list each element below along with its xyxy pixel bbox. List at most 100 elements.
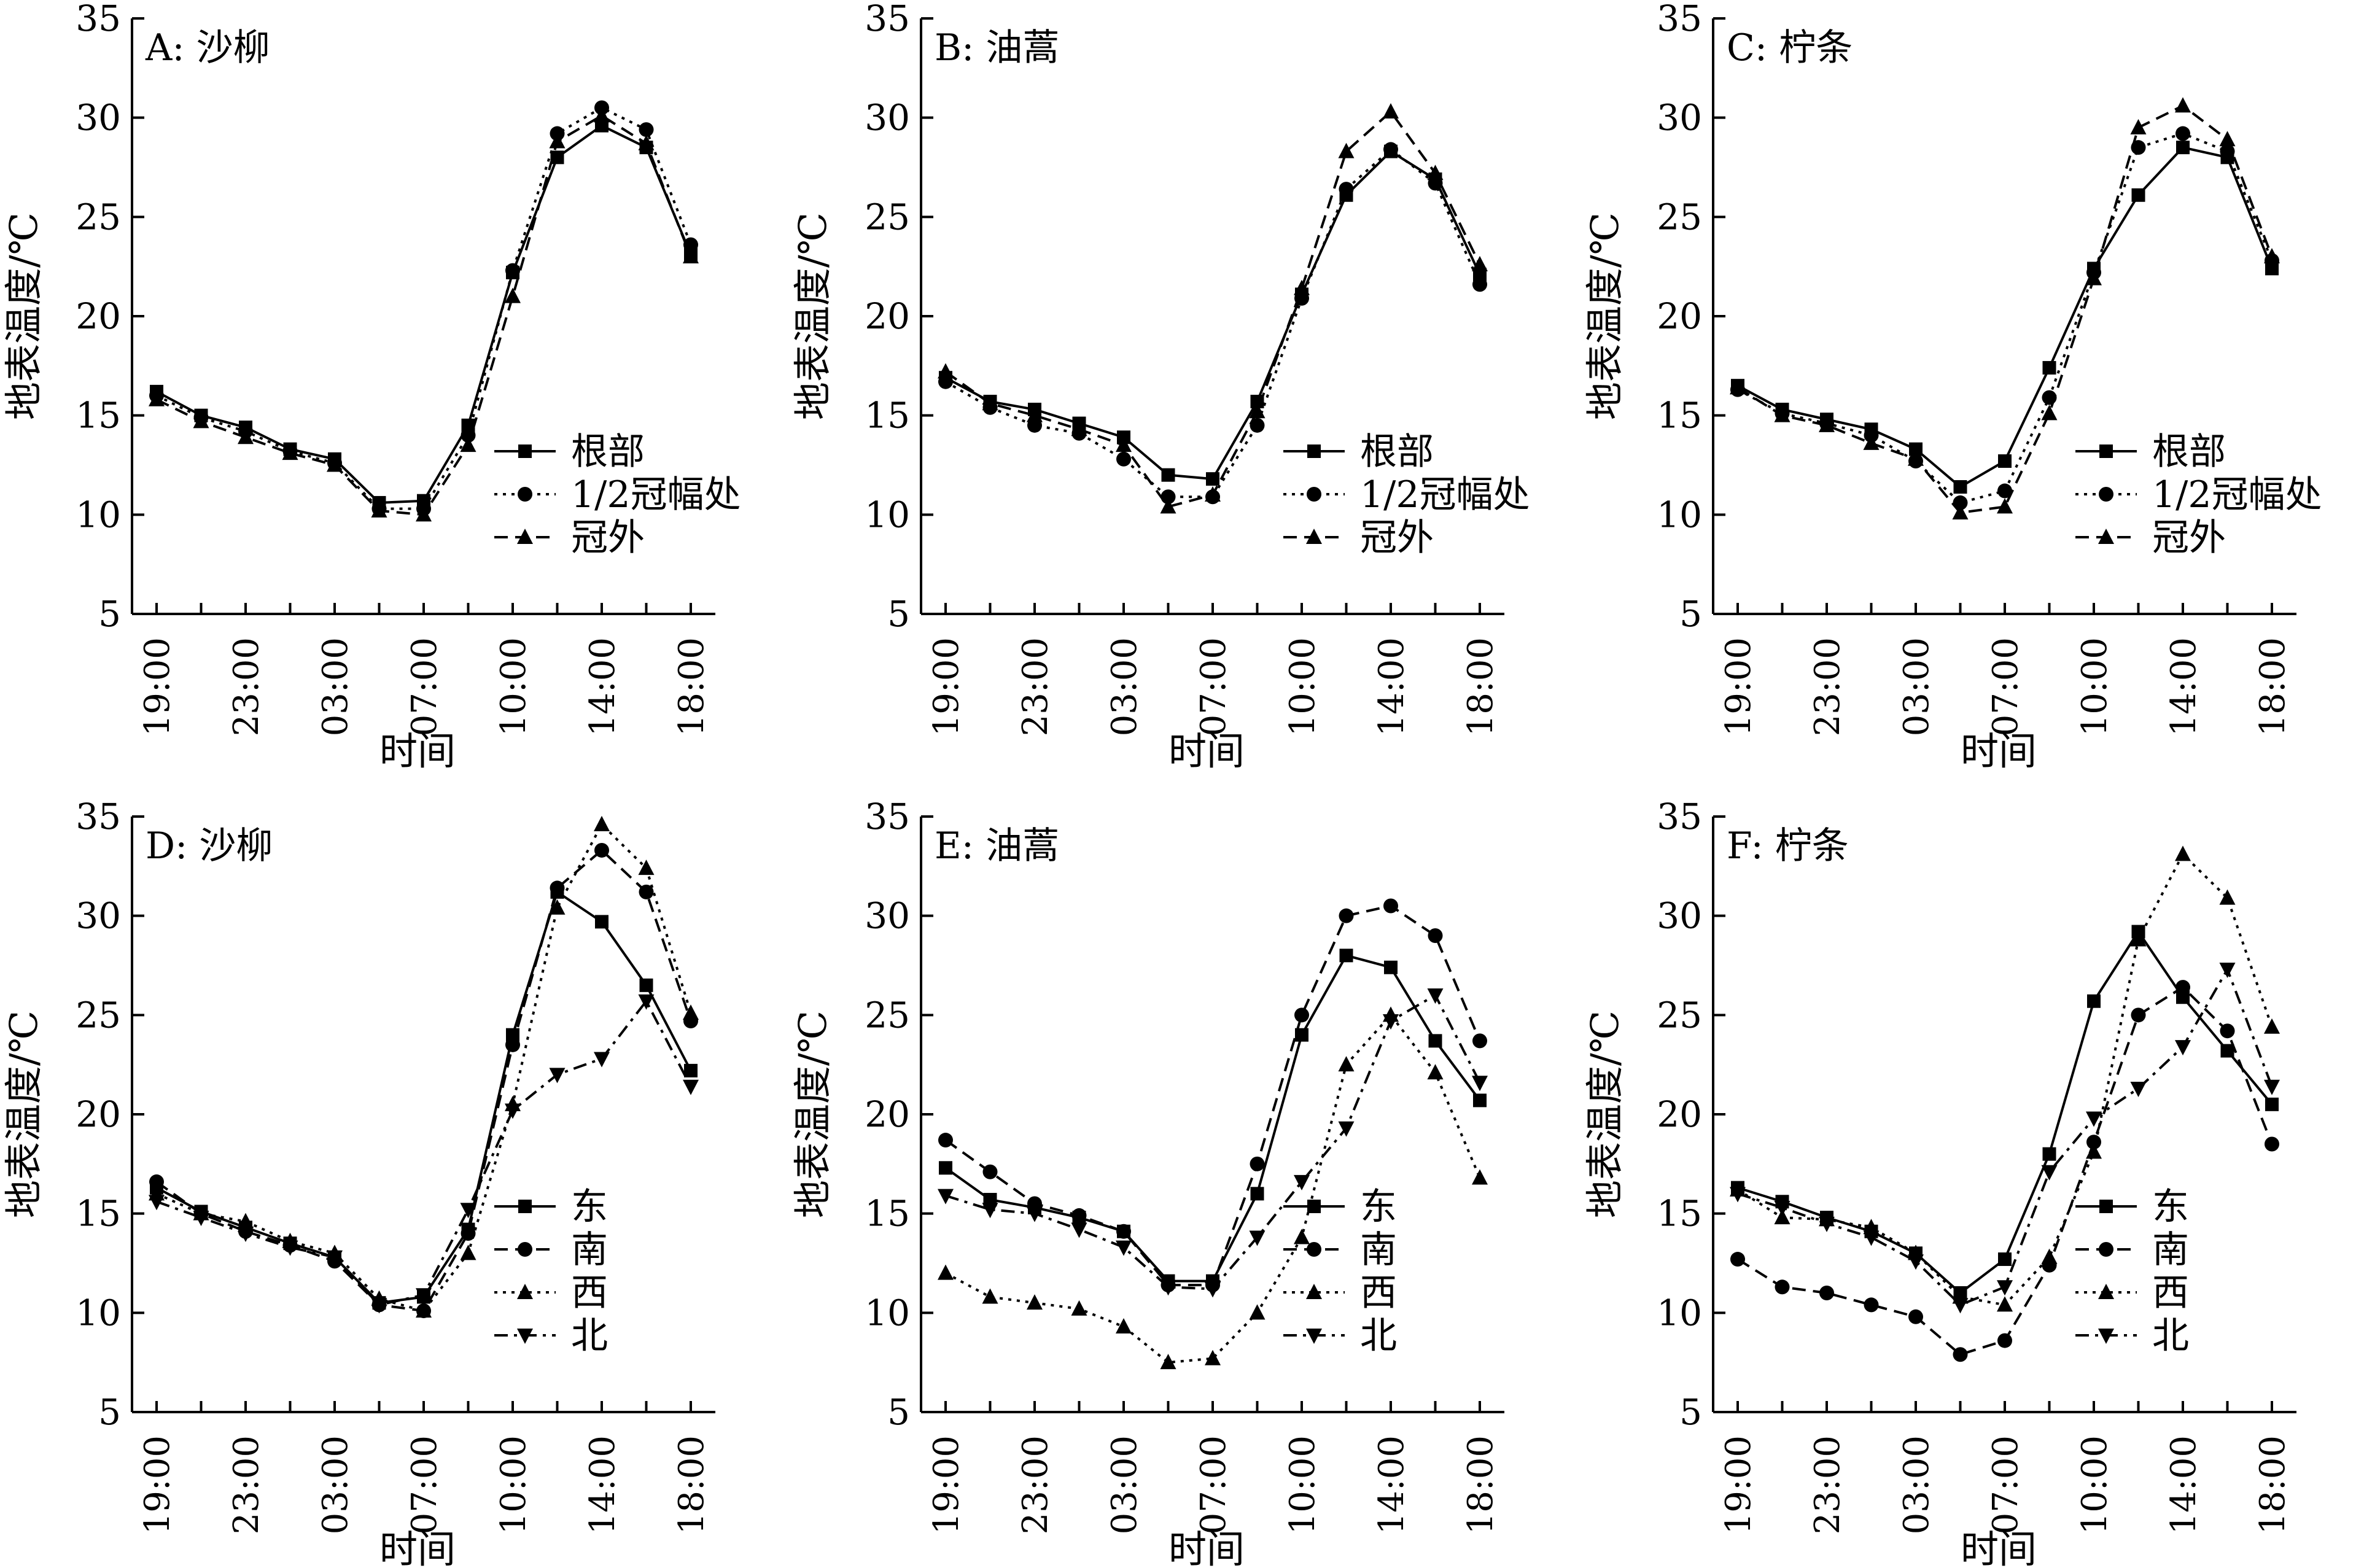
- legend-marker: [2098, 1329, 2114, 1344]
- data-point: [1338, 1056, 1355, 1072]
- data-point: [938, 1189, 954, 1205]
- chart-panel-1: 5 10 15 20 25 30 35 19:00 23:00 03:00 07:00 10:00 14…: [1, 0, 741, 774]
- data-point: [416, 1288, 432, 1304]
- data-point: [1071, 1208, 1087, 1223]
- legend-label: 1/2冠幅处: [2152, 473, 2322, 516]
- data-point: [982, 1203, 998, 1219]
- x-tick-label: 19:00: [138, 637, 177, 736]
- data-point: [1472, 255, 1488, 271]
- data-point: [2130, 118, 2147, 134]
- x-tick-label: 23:00: [1808, 1435, 1848, 1534]
- data-point: [683, 248, 699, 263]
- x-tick-label: 03:00: [316, 637, 356, 736]
- x-tick-label: 18:00: [672, 637, 712, 736]
- series-2: [1730, 980, 2279, 1362]
- legend-marker: [2098, 1284, 2114, 1299]
- y-tick-label: 10: [76, 1292, 121, 1333]
- x-tick-label: 10:00: [494, 1435, 534, 1534]
- panel-label: B: 油蒿: [935, 26, 1059, 69]
- x-tick-label: 19:00: [927, 637, 966, 736]
- data-point: [1339, 949, 1353, 963]
- data-point: [461, 418, 475, 432]
- y-tick-label: 25: [76, 994, 121, 1036]
- data-point: [938, 363, 954, 379]
- data-point: [1294, 1174, 1310, 1190]
- data-point: [193, 413, 209, 429]
- legend-label: 东: [2152, 1186, 2189, 1228]
- data-point: [1027, 406, 1043, 422]
- data-point: [2176, 141, 2190, 155]
- x-tick-label: 03:00: [1897, 637, 1937, 736]
- data-point: [1952, 504, 1969, 520]
- legend-marker: [1306, 1284, 1322, 1299]
- x-tick-label: 03:00: [1105, 637, 1145, 736]
- data-point: [1160, 1354, 1176, 1370]
- data-point: [149, 390, 165, 406]
- y-tick-label: 5: [98, 1391, 121, 1433]
- legend-label: 东: [571, 1186, 608, 1228]
- legend-marker: [2098, 529, 2114, 544]
- x-tick-label: 14:00: [2164, 637, 2204, 736]
- x-axis-title: 时间: [379, 729, 456, 774]
- series-line: [155, 848, 692, 1313]
- data-point: [1383, 103, 1399, 118]
- data-point: [938, 1264, 954, 1280]
- data-point: [2086, 270, 2102, 285]
- y-tick-label: 35: [865, 796, 910, 837]
- y-tick-label: 10: [865, 494, 910, 535]
- data-point: [2041, 1248, 2058, 1264]
- data-point: [1205, 486, 1221, 502]
- series-line: [945, 1014, 1481, 1364]
- data-point: [1864, 1297, 1879, 1313]
- x-axis-title: 时间: [379, 1527, 456, 1568]
- y-tick-label: 20: [1657, 295, 1702, 337]
- data-point: [1909, 442, 1923, 456]
- panel-label: E: 油蒿: [935, 825, 1059, 867]
- series-3: [1730, 97, 2280, 520]
- x-tick-label: 19:00: [927, 1435, 966, 1534]
- x-tick-label: 19:00: [1719, 1435, 1759, 1534]
- x-tick-label: 19:00: [138, 1435, 177, 1534]
- legend-label: 根部: [2152, 430, 2226, 473]
- data-point: [327, 1250, 343, 1266]
- data-point: [1116, 437, 1132, 452]
- data-point: [1116, 451, 1131, 467]
- data-point: [982, 1164, 998, 1179]
- data-point: [550, 880, 565, 896]
- y-tick-label: 5: [1679, 1391, 1702, 1433]
- data-point: [1953, 1347, 1968, 1362]
- data-point: [1472, 1076, 1488, 1092]
- data-point: [549, 899, 566, 915]
- y-tick-label: 15: [1657, 395, 1702, 437]
- legend-label: 西: [571, 1271, 608, 1314]
- data-point: [238, 429, 254, 444]
- legend-marker: [1307, 1200, 1321, 1213]
- x-axis-title: 时间: [1168, 1527, 1245, 1568]
- data-point: [2175, 97, 2191, 113]
- data-point: [460, 1203, 476, 1219]
- series-line: [945, 994, 1481, 1290]
- data-point: [1998, 454, 2012, 468]
- data-point: [1249, 403, 1266, 419]
- x-tick-label: 14:00: [2164, 1435, 2204, 1534]
- data-point: [416, 1302, 432, 1318]
- data-point: [193, 1211, 209, 1227]
- data-point: [1774, 1200, 1790, 1216]
- series-4: [1730, 962, 2280, 1314]
- data-point: [505, 287, 521, 303]
- y-tick-label: 30: [1657, 97, 1702, 139]
- data-point: [1427, 165, 1444, 180]
- data-point: [1027, 1294, 1043, 1310]
- legend-label: 根部: [1360, 430, 1434, 473]
- y-tick-label: 30: [865, 97, 910, 139]
- data-point: [1863, 1230, 1880, 1246]
- data-point: [1205, 1349, 1221, 1365]
- data-point: [416, 506, 432, 522]
- data-point: [683, 1004, 699, 1020]
- panel-label: C: 柠条: [1727, 26, 1853, 69]
- legend-marker: [518, 1242, 532, 1257]
- y-tick-label: 5: [887, 593, 910, 635]
- legend-label: 西: [2152, 1271, 2189, 1314]
